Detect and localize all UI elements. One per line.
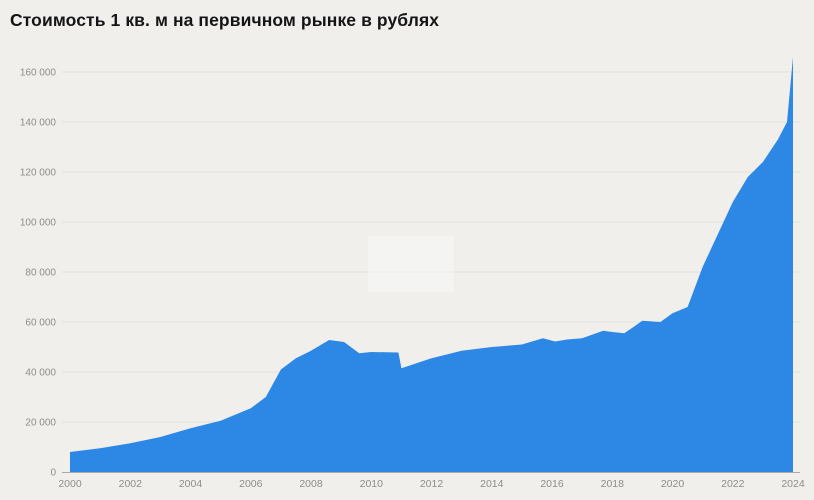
y-tick-label: 0 — [50, 468, 56, 479]
x-tick-label: 2008 — [299, 478, 323, 490]
watermark-patch — [368, 236, 454, 292]
y-tick-label: 100 000 — [20, 218, 57, 229]
y-tick-label: 40 000 — [25, 368, 56, 379]
y-tick-label: 120 000 — [20, 168, 57, 179]
y-tick-label: 140 000 — [20, 118, 57, 129]
chart-title: Стоимость 1 кв. м на первичном рынке в р… — [10, 10, 440, 30]
y-tick-label: 80 000 — [25, 268, 56, 279]
x-tick-label: 2002 — [119, 478, 143, 490]
y-tick-label: 60 000 — [25, 318, 56, 329]
x-tick-label: 2000 — [58, 478, 82, 490]
x-tick-label: 2004 — [179, 478, 203, 490]
x-tick-label: 2014 — [480, 478, 504, 490]
x-tick-label: 2012 — [420, 478, 444, 490]
x-tick-label: 2016 — [540, 478, 564, 490]
x-tick-label: 2024 — [781, 478, 805, 490]
y-tick-label: 20 000 — [25, 418, 56, 429]
y-tick-label: 160 000 — [20, 68, 57, 79]
x-tick-label: 2022 — [721, 478, 745, 490]
x-tick-label: 2006 — [239, 478, 263, 490]
x-tick-label: 2010 — [360, 478, 384, 490]
area-series — [70, 57, 793, 472]
x-tick-label: 2018 — [601, 478, 625, 490]
x-tick-label: 2020 — [661, 478, 685, 490]
